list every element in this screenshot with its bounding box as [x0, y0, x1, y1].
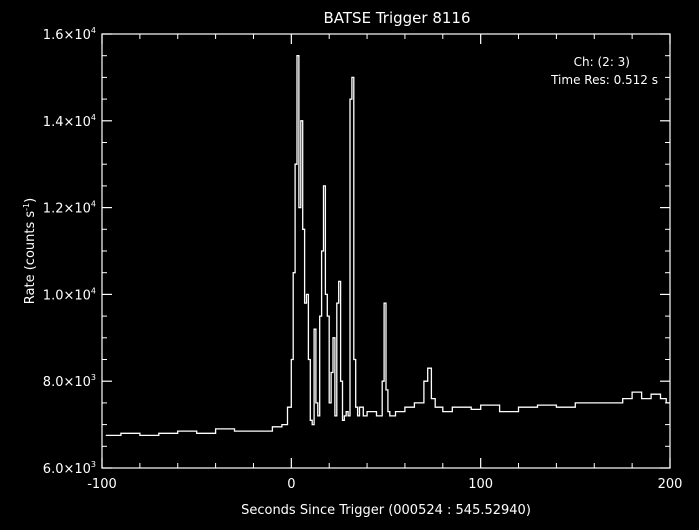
chart-title: BATSE Trigger 8116 — [324, 9, 471, 27]
x-tick-label: 100 — [468, 477, 493, 492]
y-axis-label-close: ) — [23, 198, 38, 203]
annotation-time-res: Time Res: 0.512 s — [550, 73, 658, 87]
y-axis-label-exponent: -1 — [22, 203, 31, 211]
x-axis-label: Seconds Since Trigger (000524 : 545.5294… — [241, 503, 531, 518]
y-tick-exponent: 3 — [91, 460, 96, 469]
y-tick-exponent: 4 — [91, 113, 96, 122]
x-tick-label: -100 — [87, 477, 117, 492]
y-tick-label: 1.2×104 — [43, 200, 96, 217]
y-tick-mantissa: 1.4×10 — [43, 115, 91, 130]
y-tick-mantissa: 6.0×10 — [43, 462, 91, 477]
x-tick-label: 0 — [287, 477, 295, 492]
y-tick-label: 1.4×104 — [43, 113, 96, 130]
y-tick-exponent: 4 — [91, 200, 96, 209]
y-tick-label: 6.0×103 — [43, 460, 96, 477]
x-tick-label: 200 — [658, 477, 683, 492]
y-tick-label: 8.0×103 — [43, 373, 96, 390]
y-tick-mantissa: 1.6×10 — [43, 28, 91, 43]
y-tick-exponent: 3 — [91, 373, 96, 382]
y-tick-label: 1.0×104 — [43, 286, 96, 303]
y-axis-label: Rate (counts s-1) — [22, 198, 38, 304]
y-tick-mantissa: 8.0×10 — [43, 375, 91, 390]
y-tick-label: 1.6×104 — [43, 26, 96, 43]
annotation-channel: Ch: (2: 3) — [574, 55, 630, 69]
y-axis-label-text: Rate (counts s — [23, 211, 38, 305]
y-tick-exponent: 4 — [91, 286, 96, 295]
y-tick-mantissa: 1.0×10 — [43, 288, 91, 303]
y-tick-exponent: 4 — [91, 26, 96, 35]
y-tick-mantissa: 1.2×10 — [43, 202, 91, 217]
